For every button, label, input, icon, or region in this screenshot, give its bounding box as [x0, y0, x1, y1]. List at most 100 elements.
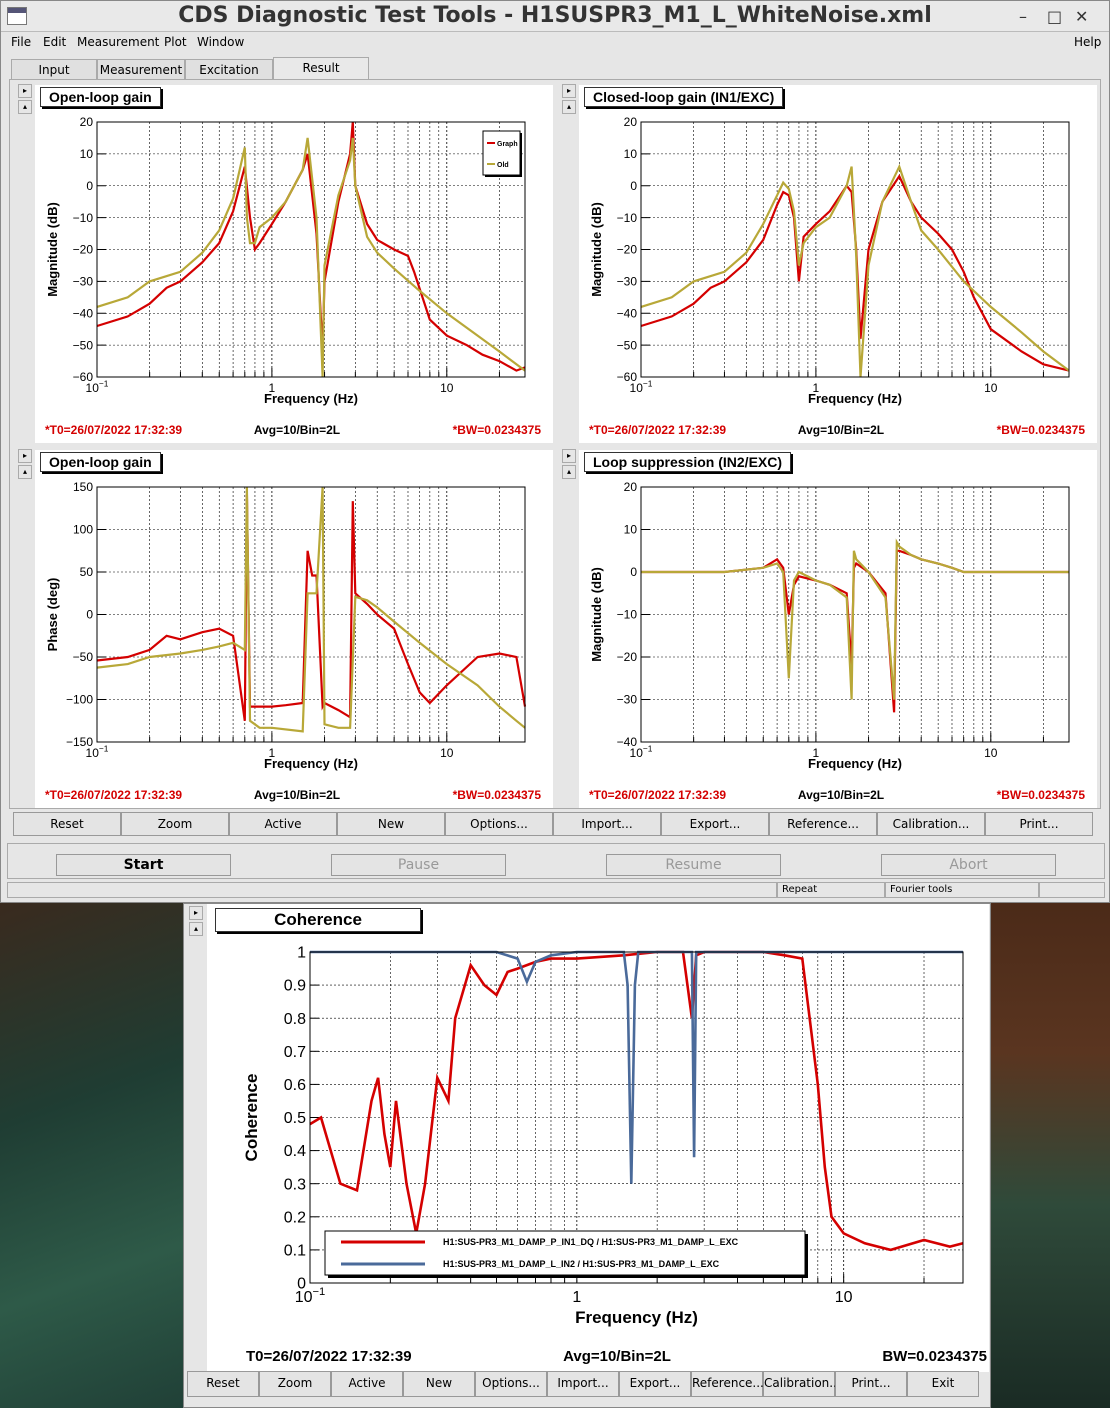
up-arrow-icon[interactable]: ▴ [562, 100, 576, 114]
y-tick-label: −150 [66, 735, 93, 749]
legend-label-old: Old [497, 162, 509, 169]
collapse-arrow-icon[interactable]: ▸ [189, 906, 203, 920]
y-tick-label: 0.7 [284, 1044, 306, 1061]
series-line-1 [640, 163, 1070, 378]
x-tick-label: 10−1 [86, 744, 109, 760]
status-fourier-tools: Fourier tools [885, 882, 1039, 898]
panel-open-loop-phase[interactable]: 150 100 50 0 −50 −100 −150 10−1 1 10 Frequency (Hz… [35, 450, 553, 808]
footer-avg: Avg=10/Bin=2L [254, 788, 340, 802]
y-tick-label: 20 [624, 480, 638, 494]
panel-open-loop-magnitude[interactable]: 20 10 0 −10 −20 −30 −40 −50 −60 10−1 1 10 Frequency … [35, 85, 553, 443]
maximize-icon[interactable]: □ [1047, 7, 1063, 26]
series-line-1 [96, 137, 526, 378]
menu-edit[interactable]: Edit [43, 35, 67, 49]
panel-coherence[interactable]: 1 0.9 0.8 0.7 0.6 0.5 0.4 0.3 0.2 0.1 0 10−1 1 10 Freq… [207, 904, 989, 1372]
up-arrow-icon[interactable]: ▴ [18, 465, 32, 479]
y-tick-label: −20 [617, 650, 638, 664]
y-tick-label: 0.4 [284, 1143, 306, 1160]
new-button[interactable]: New [403, 1371, 475, 1397]
status-message [7, 882, 777, 898]
window-icon[interactable] [7, 7, 27, 25]
y-tick-label: 50 [80, 565, 94, 579]
tab-excitation[interactable]: Excitation [185, 59, 273, 79]
y-tick-label: 0.5 [284, 1110, 306, 1127]
legend-shadow [805, 1234, 808, 1278]
tab-measurement[interactable]: Measurement [97, 59, 185, 79]
panel-closed-loop-gain[interactable]: 20 10 0 −10 −20 −30 −40 −50 −60 10−1 1 10 Frequency … [579, 85, 1097, 443]
series-line-1 [96, 486, 526, 733]
zoom-button[interactable]: Zoom [121, 812, 229, 836]
import-button[interactable]: Import... [547, 1371, 619, 1397]
active-button[interactable]: Active [229, 812, 337, 836]
tab-result[interactable]: Result [273, 57, 369, 79]
footer-t0: T0=26/07/2022 17:32:39 [246, 1348, 412, 1365]
y-tick-label: −30 [617, 275, 638, 289]
up-arrow-icon[interactable]: ▴ [562, 465, 576, 479]
collapse-arrow-icon[interactable]: ▸ [562, 84, 576, 98]
plot-coherence[interactable]: 1 0.9 0.8 0.7 0.6 0.5 0.4 0.3 0.2 0.1 010−1 1 10 Freq… [207, 904, 989, 1372]
series-line-0 [96, 494, 527, 721]
abort-button[interactable]: Abort [881, 854, 1056, 876]
x-tick-label: 1 [269, 381, 276, 395]
footer-bw: *BW=0.0234375 [453, 423, 542, 437]
legend-box [482, 130, 521, 176]
footer-avg: Avg=10/Bin=2L [563, 1348, 671, 1365]
y-tick-label: 20 [80, 115, 94, 129]
footer-bw: *BW=0.0234375 [997, 423, 1086, 437]
menu-plot[interactable]: Plot [164, 35, 187, 49]
legend-shadow [520, 133, 522, 177]
start-button[interactable]: Start [56, 854, 231, 876]
y-tick-label: 0 [86, 608, 93, 622]
zoom-button[interactable]: Zoom [259, 1371, 331, 1397]
coherence-window: ▸ ▴ 1 0.9 0.8 0.7 0.6 0.5 0.4 0.3 0.2 0.1 0 10−1 1 10… [183, 903, 991, 1408]
legend-label-1: H1:SUS-PR3_M1_DAMP_P_IN1_DQ / H1:SUS-PR3… [443, 1237, 739, 1247]
y-tick-label: 10 [80, 147, 94, 161]
print-button[interactable]: Print... [835, 1371, 907, 1397]
export-button[interactable]: Export... [619, 1371, 691, 1397]
x-tick-label: 10 [835, 1289, 853, 1306]
plot-frame [96, 121, 526, 378]
minimize-icon[interactable]: – [1019, 7, 1027, 26]
calibration-button[interactable]: Calibration... [877, 812, 985, 836]
options-button[interactable]: Options... [475, 1371, 547, 1397]
pause-button[interactable]: Pause [331, 854, 506, 876]
up-arrow-icon[interactable]: ▴ [18, 100, 32, 114]
y-axis-label: Magnitude (dB) [45, 202, 60, 297]
x-tick-label: 10−1 [295, 1286, 326, 1306]
y-tick-label: −10 [73, 211, 94, 225]
close-icon[interactable]: ✕ [1075, 7, 1089, 26]
active-button[interactable]: Active [331, 1371, 403, 1397]
tab-input[interactable]: Input [11, 59, 97, 79]
panel-loop-suppression[interactable]: 20 10 0 −10 −20 −30 −40 10−1 1 10 Frequency (Hz) Ma… [579, 450, 1097, 808]
collapse-arrow-icon[interactable]: ▸ [18, 449, 32, 463]
import-button[interactable]: Import... [553, 812, 661, 836]
calibration-button[interactable]: Calibration... [763, 1371, 841, 1397]
menu-file[interactable]: File [11, 35, 32, 49]
up-arrow-icon[interactable]: ▴ [189, 922, 203, 936]
menu-measurement[interactable]: Measurement [77, 35, 160, 49]
x-axis-label: Frequency (Hz) [575, 1308, 698, 1327]
exit-button[interactable]: Exit [907, 1371, 979, 1397]
control-bar [7, 843, 1105, 879]
result-area: 20 10 0 −10 −20 −30 −40 −50 −60 10−1 1 10 Frequency … [9, 79, 1101, 809]
reset-button[interactable]: Reset [187, 1371, 259, 1397]
menu-help[interactable]: Help [1074, 35, 1102, 49]
menu-window[interactable]: Window [197, 35, 245, 49]
footer-t0: *T0=26/07/2022 17:32:39 [589, 788, 726, 802]
new-button[interactable]: New [337, 812, 445, 836]
reference-button[interactable]: Reference... [769, 812, 877, 836]
export-button[interactable]: Export... [661, 812, 769, 836]
collapse-arrow-icon[interactable]: ▸ [562, 449, 576, 463]
options-button[interactable]: Options... [445, 812, 553, 836]
y-tick-label: −60 [617, 370, 638, 384]
resume-button[interactable]: Resume [606, 854, 781, 876]
print-button[interactable]: Print... [985, 812, 1093, 836]
reference-button[interactable]: Reference... [691, 1371, 764, 1397]
y-tick-label: −30 [617, 693, 638, 707]
reset-button[interactable]: Reset [13, 812, 121, 836]
collapse-arrow-icon[interactable]: ▸ [18, 84, 32, 98]
